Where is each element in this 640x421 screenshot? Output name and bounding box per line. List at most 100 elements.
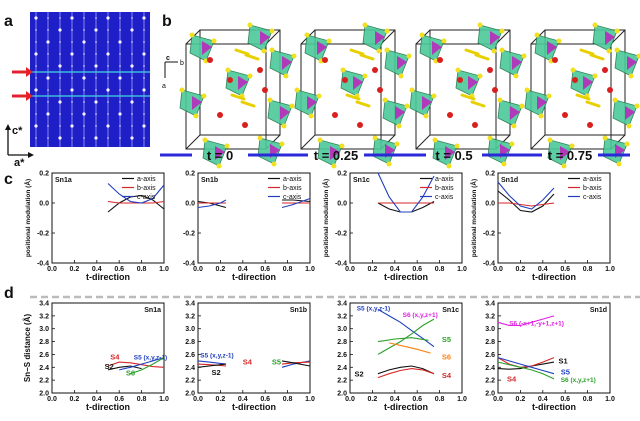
t-label-0: t = 0 (207, 148, 233, 163)
diffraction-spot (71, 137, 73, 139)
series-line-S5b (377, 337, 429, 343)
diffraction-spot (47, 65, 49, 67)
sulfur-atom (624, 141, 630, 147)
sulfur-atom (308, 113, 314, 119)
x-tick-label: 0.4 (238, 266, 248, 273)
series-annotation: S5 (561, 367, 570, 376)
orient-b-label: b (180, 60, 184, 67)
diffraction-spot (131, 77, 133, 79)
sulfur-atom (281, 123, 287, 129)
sulfur-atom (614, 28, 620, 34)
diffraction-spot (35, 41, 37, 43)
chart-4: 0.0 0.2 0.4 0.6 0.8 1.0 3.4 3.2 3.0 2.8 2.6 2.4 2.2 2… (23, 301, 169, 413)
diffraction-spot (131, 17, 133, 19)
diffraction-spot (58, 100, 62, 104)
legend-label: c-axis (137, 194, 156, 201)
sulfur-atom (634, 103, 640, 109)
sulfur-atom (602, 135, 608, 141)
diffraction-spot (35, 113, 37, 115)
sulfur-atom (628, 73, 634, 79)
unit-cell-front (199, 29, 281, 136)
y-tick-label: 3.0 (485, 326, 495, 333)
x-tick-label: 0.4 (390, 396, 400, 403)
sulfur-atom (487, 135, 493, 141)
cation-atom (322, 57, 328, 63)
y-tick-label: 2.4 (39, 365, 49, 372)
cation-atom (492, 87, 498, 93)
diffraction-spot (83, 101, 85, 103)
series-annotation: S6 (x,y,z+1) (561, 377, 596, 384)
diffraction-spot (71, 101, 73, 103)
diffraction-spot (34, 88, 38, 92)
sn-polyhedron-face (215, 146, 225, 160)
y-tick-label: 3.2 (185, 313, 195, 320)
sn-polyhedron-face (510, 106, 520, 120)
legend-label: b-axis (435, 185, 454, 192)
x-tick-label: 0.4 (538, 266, 548, 273)
sulfur-atom (396, 123, 402, 129)
diffraction-spot (130, 64, 134, 68)
diffraction-spot (34, 124, 38, 128)
y-tick-label: 3.4 (39, 301, 49, 308)
legend-label: a-axis (583, 176, 602, 183)
sulfur-atom (224, 143, 230, 149)
diffraction-spot (131, 53, 133, 55)
y-axis-label: positional modulation (Å) (469, 179, 478, 257)
plot-frame (349, 302, 463, 394)
x-tick-label: 0.2 (516, 396, 526, 403)
panel-title: Sn1a (144, 307, 161, 314)
diffraction-spot (118, 112, 122, 116)
x-tick-label: 0.0 (345, 396, 355, 403)
panel-letter-d: d (4, 285, 14, 302)
series-annotation: S2 (105, 362, 114, 371)
x-tick-label: 1.0 (159, 266, 169, 273)
diffraction-spot (70, 16, 74, 20)
diffraction-spot (119, 89, 121, 91)
diffraction-spot (34, 52, 38, 56)
diffraction-spot (83, 125, 85, 127)
diffraction-spot (58, 136, 62, 140)
diffraction-spot (95, 89, 97, 91)
x-tick-label: 1.0 (605, 266, 615, 273)
diffraction-spot (143, 41, 145, 43)
sn-polyhedron-face (537, 96, 547, 110)
sulfur-atom (511, 123, 517, 129)
sn-polyhedron-face (330, 146, 340, 160)
x-tick-label: 1.0 (159, 396, 169, 403)
y-tick-label: 3.0 (185, 326, 195, 333)
legend-label: b-axis (283, 185, 302, 192)
sulfur-atom (556, 38, 562, 44)
y-tick-label: 2.8 (485, 339, 495, 346)
x-axis-label: t-direction (86, 402, 130, 412)
sn-polyhedron-face (432, 41, 442, 55)
y-axis-label: positional modulation (Å) (321, 179, 330, 257)
diffraction-spot (83, 53, 85, 55)
diffraction-spot (59, 89, 61, 91)
series-line-S6 (377, 318, 435, 355)
sulfur-atom (247, 73, 253, 79)
unit-cell-front (429, 29, 511, 136)
x-axis-label: t-direction (384, 402, 428, 412)
x-tick-label: 0.2 (70, 396, 80, 403)
sulfur-atom (339, 143, 345, 149)
x-tick-label: 1.0 (605, 396, 615, 403)
diffraction-spot (106, 52, 110, 56)
orient-a-label: a (162, 83, 166, 90)
x-tick-label: 0.8 (435, 396, 445, 403)
sulfur-atom (519, 103, 525, 109)
series-line-a-axis (197, 199, 311, 209)
axis-a-star-label: a* (14, 157, 25, 169)
diffraction-spot (143, 101, 145, 103)
sulfur-atom (271, 161, 277, 167)
series-line-b-axis (498, 202, 555, 207)
diffraction-spot (107, 137, 109, 139)
series-annotation: S6 (x,y,z+1) (403, 312, 438, 319)
sulfur-atom (614, 47, 620, 53)
diffraction-spot (35, 29, 37, 31)
y-tick-label: -0.2 (37, 231, 49, 238)
cation-atom (372, 67, 378, 73)
sn-polyhedron-face (445, 146, 455, 160)
series-line-a-axis (107, 194, 165, 213)
sulfur-atom (441, 38, 447, 44)
panel-title: Sn1b (290, 307, 307, 314)
